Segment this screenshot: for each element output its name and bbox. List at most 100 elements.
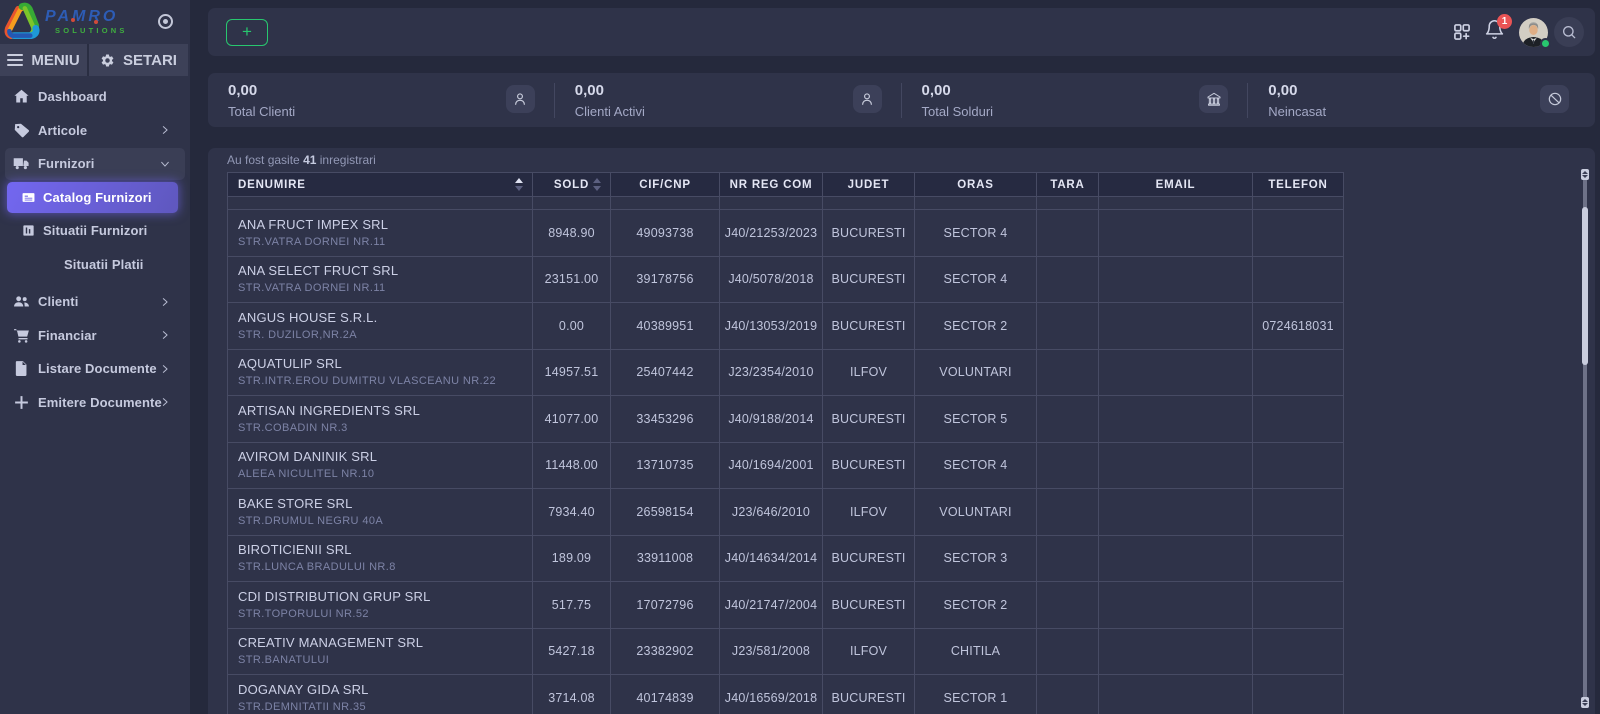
- sidebar: PAMRO SOLUTIONS MENIU SETARI Dashboard: [0, 0, 190, 714]
- company-address: STR. DUZILOR,NR.2A: [238, 328, 358, 341]
- cell-cif: 40174839: [610, 674, 720, 714]
- stats-bar: 0,00 Total Clienti 0,00 Clienti Activi 0…: [208, 73, 1595, 127]
- user-avatar[interactable]: [1519, 17, 1551, 49]
- table-row[interactable]: ANA SELECT FRUCT SRL STR.VATRA DORNEI NR.…: [227, 255, 1344, 303]
- sidebar-item-situatii-furnizori[interactable]: Situatii Furnizori: [0, 214, 190, 248]
- chevron-right-icon: [160, 364, 170, 374]
- sidebar-item-furnizori[interactable]: Furnizori: [0, 147, 190, 181]
- table-row[interactable]: DOGANAY GIDA SRL STR.DEMNITATII NR.35 3714…: [227, 674, 1344, 714]
- stat-card-total-clienti: 0,00 Total Clienti: [208, 73, 555, 127]
- top-navbar: + 1: [208, 8, 1595, 56]
- menu-item-row: Articole: [0, 122, 190, 139]
- cell-oras: SECTOR 4: [914, 209, 1037, 257]
- suppliers-table: DENUMIRE SOLD CIF/CNP NR REG COM JUDET ORAS TA…: [227, 172, 1344, 714]
- column-header-judet[interactable]: JUDET: [822, 172, 915, 197]
- table-row[interactable]: CDI DISTRIBUTION GRUP SRL STR.TOPORULUI N…: [227, 581, 1344, 629]
- sidebar-item-emitere-documente[interactable]: Emitere Documente: [0, 386, 190, 420]
- filter-cell[interactable]: [1098, 196, 1253, 210]
- pdf-icon: [13, 360, 30, 377]
- notifications-button[interactable]: 1: [1484, 14, 1512, 45]
- cell-oras: SECTOR 3: [914, 534, 1037, 582]
- column-header-tara[interactable]: TARA: [1036, 172, 1099, 197]
- sidebar-item-catalog-furnizori[interactable]: Catalog Furnizori: [0, 181, 190, 215]
- filter-cell[interactable]: [822, 196, 915, 210]
- table-scrollbar-track[interactable]: [1582, 176, 1587, 703]
- column-label: SOLD: [553, 178, 590, 191]
- cell-cif: 40389951: [610, 302, 720, 350]
- chevron-right-icon: [160, 125, 170, 135]
- cell-email: [1098, 488, 1253, 536]
- sidebar-item-dashboard[interactable]: Dashboard: [0, 80, 190, 114]
- column-header-nr-reg-com[interactable]: NR REG COM: [719, 172, 823, 197]
- table-row[interactable]: AVIROM DANINIK SRL ALEEA NICULITEL NR.10 1…: [227, 441, 1344, 489]
- cell-sold: 517.75: [532, 581, 611, 629]
- cell-email: [1098, 209, 1253, 257]
- scrollbar-bottom-button[interactable]: [1580, 697, 1589, 708]
- header-row: DENUMIRE SOLD CIF/CNP NR REG COM JUDET ORAS TA…: [227, 172, 1344, 197]
- column-header-denumire[interactable]: DENUMIRE: [227, 172, 533, 197]
- tab-meniu[interactable]: MENIU: [0, 44, 87, 76]
- table-row[interactable]: AQUATULIP SRL STR.INTR.EROU DUMITRU VLASC…: [227, 348, 1344, 396]
- cell-sold: 3714.08: [532, 674, 611, 714]
- sidebar-item-clienti[interactable]: Clienti: [0, 285, 190, 319]
- column-header-telefon[interactable]: TELEFON: [1252, 172, 1344, 197]
- cell-denumire: BAKE STORE SRL STR.DRUMUL NEGRU 40A: [227, 488, 533, 536]
- cell-denumire: ARTISAN INGREDIENTS SRL STR.COBADIN NR.3: [227, 395, 533, 443]
- cell-cif: 13710735: [610, 441, 720, 489]
- cell-cif: 25407442: [610, 348, 720, 396]
- filter-cell[interactable]: [914, 196, 1037, 210]
- table-row[interactable]: ANA FRUCT IMPEX SRL STR.VATRA DORNEI NR.1…: [227, 209, 1344, 257]
- menu-item-row: Clienti: [0, 293, 190, 310]
- gear-icon: [101, 54, 114, 66]
- cell-nrreg: J40/5078/2018: [719, 255, 823, 303]
- cell-nrreg: J23/2354/2010: [719, 348, 823, 396]
- table-scrollbar-thumb[interactable]: [1581, 207, 1588, 365]
- sidebar-pin-toggle[interactable]: [158, 14, 173, 29]
- table-row[interactable]: BAKE STORE SRL STR.DRUMUL NEGRU 40A 7934.4…: [227, 488, 1344, 536]
- cell-oras: SECTOR 2: [914, 302, 1037, 350]
- results-suffix: inregistrari: [319, 153, 376, 167]
- apps-grid-icon[interactable]: [1452, 22, 1472, 42]
- cell-sold: 14957.51: [532, 348, 611, 396]
- column-header-oras[interactable]: ORAS: [914, 172, 1037, 197]
- filter-cell[interactable]: [719, 196, 823, 210]
- brand-dot: [71, 18, 75, 23]
- sidebar-item-listare-documente[interactable]: Listare Documente: [0, 352, 190, 386]
- table-row[interactable]: BIROTICIENII SRL STR.LUNCA BRADULUI NR.8 1…: [227, 534, 1344, 582]
- cell-telefon: [1252, 441, 1344, 489]
- filter-cell[interactable]: [227, 196, 533, 210]
- brand-text: PAMRO SOLUTIONS: [45, 9, 128, 35]
- company-address: STR.COBADIN NR.3: [238, 421, 348, 434]
- search-button[interactable]: [1554, 17, 1584, 47]
- sidebar-item-situatii-platii[interactable]: Situatii Platii: [0, 248, 190, 282]
- cell-nrreg: J23/581/2008: [719, 627, 823, 675]
- table-row[interactable]: ANGUS HOUSE S.R.L. STR. DUZILOR,NR.2A 0.00…: [227, 302, 1344, 350]
- sidebar-tabs: MENIU SETARI: [0, 44, 190, 76]
- add-button[interactable]: +: [226, 18, 268, 46]
- menu-item-label: Clienti: [38, 294, 79, 310]
- column-header-email[interactable]: EMAIL: [1098, 172, 1253, 197]
- company-name: AVIROM DANINIK SRL: [238, 449, 378, 465]
- cell-email: [1098, 581, 1253, 629]
- cell-tara: [1036, 255, 1099, 303]
- sidebar-item-financiar[interactable]: Financiar: [0, 319, 190, 353]
- sidebar-item-articole[interactable]: Articole: [0, 114, 190, 148]
- stat-label: Clienti Activi: [574, 104, 645, 119]
- filter-cell[interactable]: [532, 196, 611, 210]
- bank-icon: [1199, 85, 1229, 113]
- cell-telefon: [1252, 209, 1344, 257]
- table-row[interactable]: CREATIV MANAGEMENT SRL STR.BANATULUI 5427.…: [227, 627, 1344, 675]
- filter-cell[interactable]: [1252, 196, 1344, 210]
- scrollbar-top-button[interactable]: [1580, 169, 1589, 180]
- cell-email: [1098, 534, 1253, 582]
- scroll-down-arrow-icon: [1581, 175, 1588, 178]
- column-header-cif-cnp[interactable]: CIF/CNP: [610, 172, 720, 197]
- cell-cif: 23382902: [610, 627, 720, 675]
- tab-setari[interactable]: SETARI: [89, 44, 188, 76]
- filter-cell[interactable]: [610, 196, 720, 210]
- filter-cell[interactable]: [1036, 196, 1099, 210]
- table-row[interactable]: ARTISAN INGREDIENTS SRL STR.COBADIN NR.3 4…: [227, 395, 1344, 443]
- cell-email: [1098, 395, 1253, 443]
- column-header-sold[interactable]: SOLD: [532, 172, 611, 197]
- menu-item-label: Situatii Platii: [64, 256, 144, 272]
